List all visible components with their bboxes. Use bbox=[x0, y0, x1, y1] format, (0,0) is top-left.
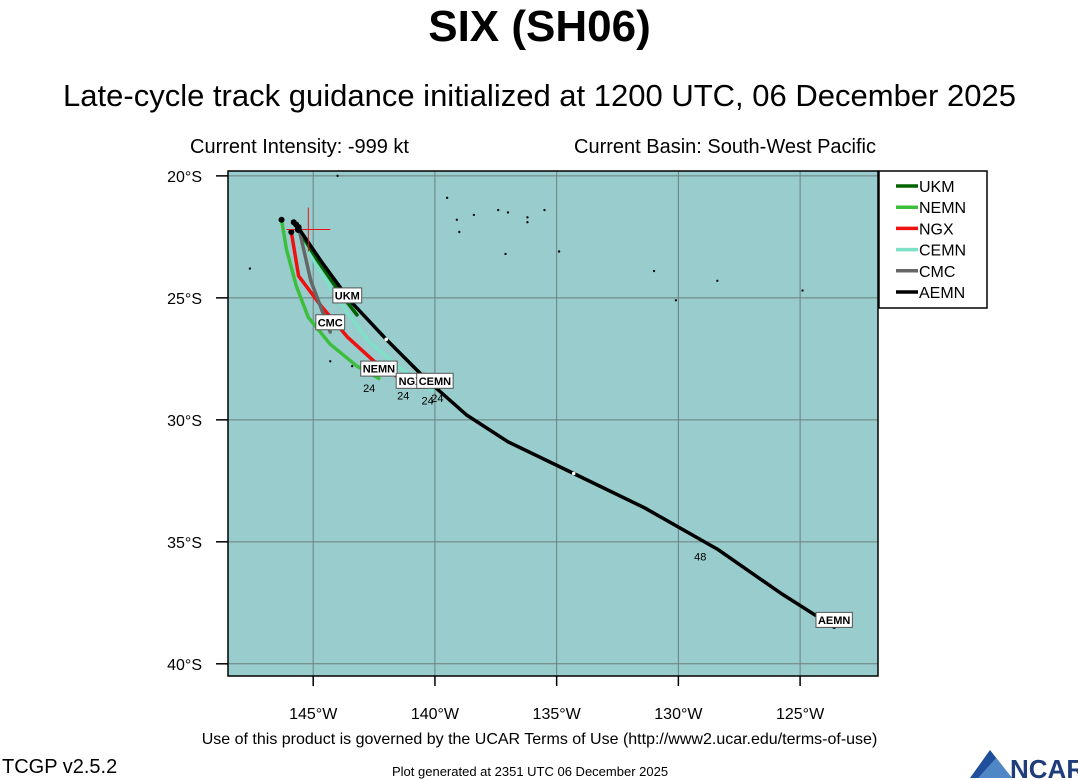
forecast-hour-label: 48 bbox=[694, 551, 706, 563]
y-tick-label: 30°S bbox=[167, 413, 202, 430]
track-time-dot bbox=[571, 471, 576, 476]
track-end-label-box bbox=[332, 287, 363, 304]
legend-label-cmc: CMC bbox=[919, 264, 955, 281]
forecast-hour-label: 24 bbox=[422, 395, 434, 407]
island-marker bbox=[336, 174, 339, 178]
island-marker bbox=[526, 216, 529, 219]
island-marker bbox=[506, 211, 510, 214]
forecast-hour-label: 24 bbox=[363, 383, 375, 395]
island-marker bbox=[329, 360, 332, 363]
legend-label-ukm: UKM bbox=[919, 179, 955, 196]
y-tick-label: 25°S bbox=[167, 291, 202, 308]
island-marker bbox=[497, 208, 500, 212]
x-tick-label: 140°W bbox=[411, 706, 460, 723]
ncar-logo-text: NCAR bbox=[1010, 754, 1078, 780]
island-marker bbox=[472, 213, 476, 217]
plot-frame bbox=[227, 170, 879, 677]
track-end-label-nemn: NEMN bbox=[360, 360, 398, 377]
version-label: TCGP v2.5.2 bbox=[2, 756, 118, 778]
island-marker bbox=[674, 299, 678, 302]
x-tick-label: 145°W bbox=[289, 706, 338, 723]
track-end-label-ukm: UKM bbox=[332, 287, 363, 304]
track-cemn bbox=[294, 222, 435, 393]
track-end-label-text: CEMN bbox=[419, 376, 451, 388]
island-marker bbox=[543, 208, 546, 212]
island-marker bbox=[526, 221, 529, 224]
generated-timestamp: Plot generated at 2351 UTC 06 December 2… bbox=[392, 764, 669, 779]
track-start-dot bbox=[288, 228, 295, 235]
track-end-label-aemn: AEMN bbox=[815, 611, 853, 628]
track-end-label-box bbox=[815, 611, 853, 628]
chart-title: SIX (SH06) bbox=[428, 2, 651, 51]
ocean-background bbox=[228, 171, 878, 676]
terms-of-use-text: Use of this product is governed by the U… bbox=[201, 731, 878, 748]
island-marker bbox=[445, 196, 449, 200]
current-position-dot bbox=[294, 226, 302, 234]
legend-label-ngx: NGX bbox=[919, 221, 954, 238]
track-end-label-box bbox=[360, 360, 398, 377]
ncar-logo-mark-inner bbox=[978, 758, 1012, 778]
y-tick-label: 20°S bbox=[167, 169, 202, 186]
track-end-label-text: AEMN bbox=[818, 615, 850, 627]
track-end-label-box bbox=[416, 372, 454, 389]
track-end-label-text: NEMN bbox=[363, 364, 395, 376]
island-marker bbox=[557, 250, 561, 253]
x-tick-label: 135°W bbox=[533, 706, 582, 723]
forecast-hour-label: 24 bbox=[431, 393, 443, 405]
legend-label-cemn: CEMN bbox=[919, 243, 966, 260]
track-end-label-cemn: CEMN bbox=[416, 372, 454, 389]
x-tick-label: 130°W bbox=[654, 706, 703, 723]
island-marker bbox=[652, 269, 656, 273]
track-end-label-text: CMC bbox=[318, 317, 343, 329]
x-tick-label: 125°W bbox=[776, 706, 825, 723]
track-time-dot bbox=[384, 337, 389, 342]
island-marker bbox=[455, 218, 459, 221]
island-marker bbox=[801, 289, 804, 292]
island-marker bbox=[504, 252, 507, 256]
forecast-hour-label: 24 bbox=[397, 390, 409, 402]
island-marker bbox=[458, 230, 461, 234]
y-tick-label: 40°S bbox=[167, 657, 202, 674]
island-marker bbox=[248, 267, 252, 270]
current-intensity-label: Current Intensity: -999 kt bbox=[190, 136, 409, 158]
legend-box bbox=[878, 170, 988, 309]
legend-label-aemn: AEMN bbox=[919, 285, 965, 302]
track-nemn bbox=[279, 218, 381, 381]
chart-subtitle: Late-cycle track guidance initialized at… bbox=[63, 78, 1016, 113]
track-end-label-box bbox=[315, 314, 346, 331]
track-end-label-cmc: CMC bbox=[315, 314, 346, 331]
island-marker bbox=[350, 364, 354, 368]
island-marker bbox=[716, 279, 719, 282]
track-end-label-text: UKM bbox=[335, 290, 360, 302]
current-basin-label: Current Basin: South-West Pacific bbox=[574, 136, 876, 158]
y-tick-label: 35°S bbox=[167, 535, 202, 552]
ncar-logo: NCAR bbox=[970, 750, 1078, 780]
legend-label-nemn: NEMN bbox=[919, 200, 966, 217]
track-start-dot bbox=[278, 216, 285, 223]
